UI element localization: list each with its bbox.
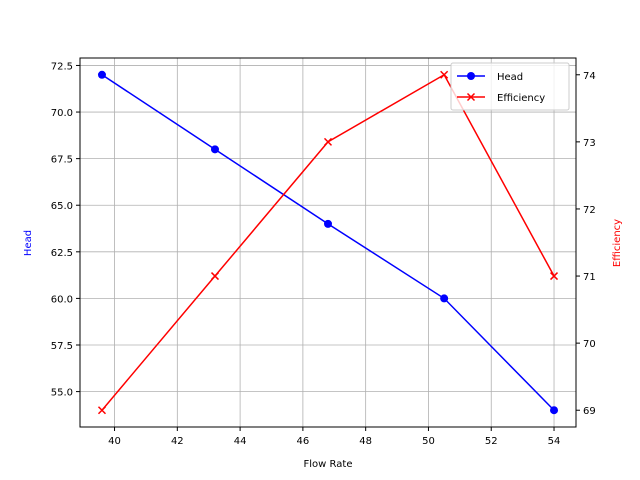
data-point bbox=[323, 137, 333, 146]
x-tick-label: 42 bbox=[171, 436, 184, 447]
data-point bbox=[97, 406, 107, 415]
data-point bbox=[440, 70, 449, 79]
right-axis-label: Efficiency bbox=[612, 219, 623, 267]
x-tick-label: 46 bbox=[297, 436, 310, 447]
legend-item-head: Head bbox=[497, 72, 523, 83]
grid bbox=[80, 58, 576, 427]
data-point bbox=[97, 70, 106, 79]
data-point bbox=[550, 406, 559, 415]
left-axis-label: Head bbox=[23, 230, 34, 256]
right-tick-label: 74 bbox=[583, 71, 596, 82]
right-axis-ticks: 69 70 71 72 73 74 bbox=[576, 71, 596, 417]
x-axis-ticks: 40 42 44 46 48 50 52 54 bbox=[108, 427, 560, 447]
left-tick-label: 72.5 bbox=[51, 61, 73, 72]
left-tick-label: 57.5 bbox=[51, 341, 73, 352]
data-point bbox=[210, 272, 220, 281]
right-tick-label: 71 bbox=[583, 272, 596, 283]
left-tick-label: 65.0 bbox=[51, 201, 73, 212]
plot-lines bbox=[97, 70, 559, 415]
data-point bbox=[440, 294, 449, 303]
right-tick-label: 70 bbox=[583, 339, 596, 350]
left-axis-ticks: 55.0 57.5 60.0 62.5 65.0 67.5 70.0 72.5 bbox=[51, 61, 80, 399]
legend: Head Efficiency bbox=[450, 62, 570, 111]
x-tick-label: 50 bbox=[422, 436, 435, 447]
right-tick-label: 72 bbox=[583, 205, 596, 216]
data-point bbox=[549, 272, 559, 281]
x-tick-label: 40 bbox=[108, 436, 121, 447]
right-tick-label: 69 bbox=[583, 406, 596, 417]
x-tick-label: 54 bbox=[548, 436, 561, 447]
right-tick-label: 73 bbox=[583, 138, 596, 149]
x-tick-label: 48 bbox=[359, 436, 372, 447]
axes-frame bbox=[79, 57, 577, 428]
x-axis-label: Flow Rate bbox=[304, 459, 353, 470]
x-tick-label: 52 bbox=[485, 436, 498, 447]
left-tick-label: 62.5 bbox=[51, 248, 73, 259]
x-marker-icon bbox=[466, 92, 476, 102]
left-tick-label: 60.0 bbox=[51, 294, 73, 305]
data-point bbox=[324, 219, 332, 228]
x-tick-label: 44 bbox=[234, 436, 247, 447]
left-tick-label: 67.5 bbox=[51, 155, 73, 166]
left-tick-label: 70.0 bbox=[51, 108, 73, 119]
legend-item-efficiency: Efficiency bbox=[497, 93, 545, 104]
left-tick-label: 55.0 bbox=[51, 388, 73, 399]
circle-marker-icon bbox=[467, 72, 475, 80]
data-point bbox=[210, 145, 219, 154]
